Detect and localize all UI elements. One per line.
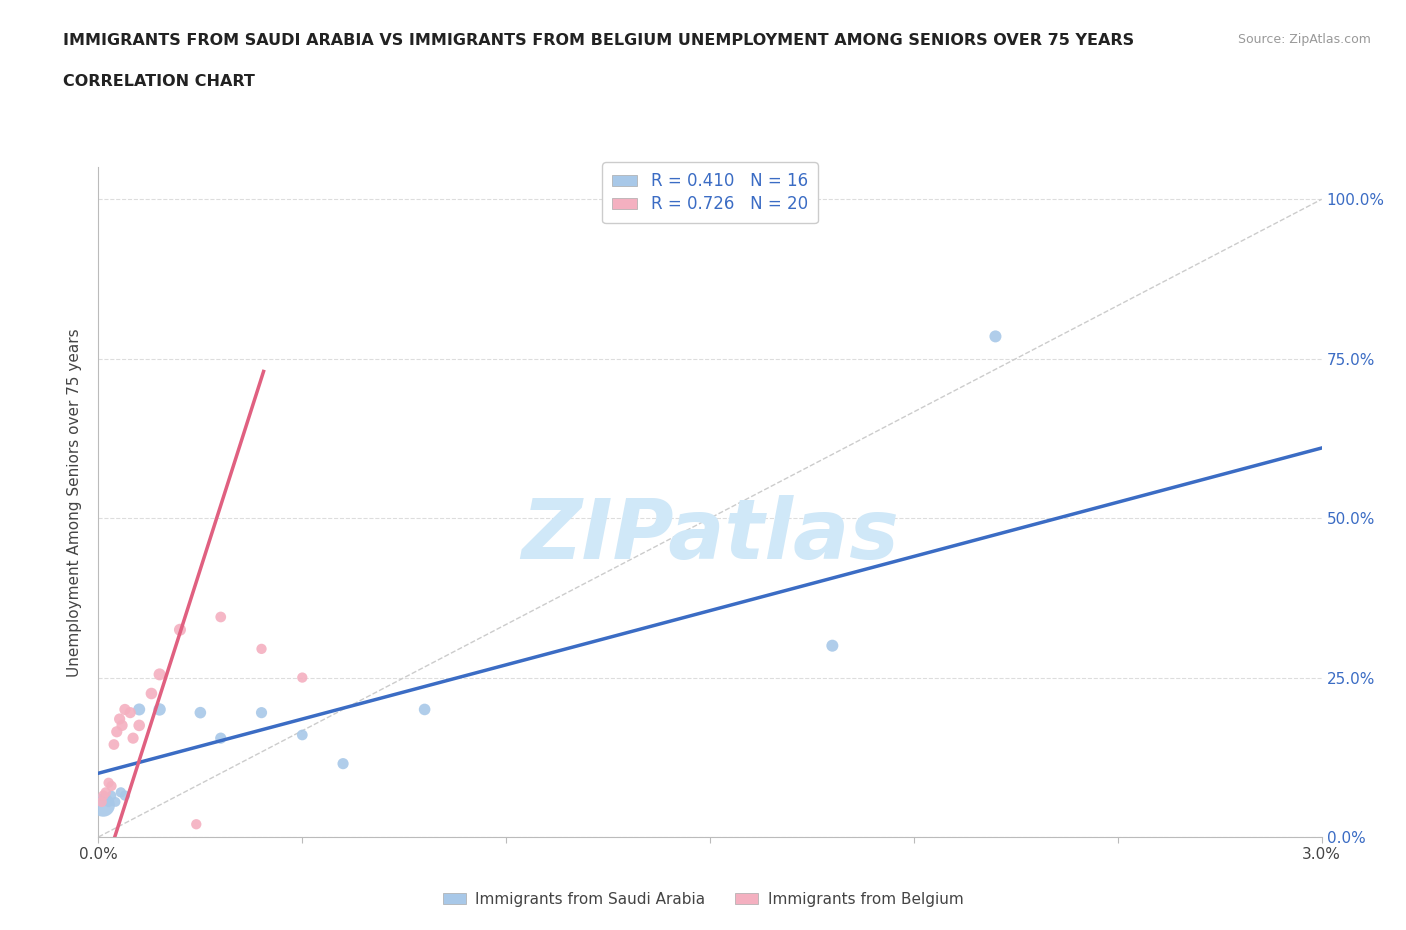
Text: Source: ZipAtlas.com: Source: ZipAtlas.com (1237, 33, 1371, 46)
Point (128, 718, 150, 733)
Legend: Immigrants from Saudi Arabia, Immigrants from Belgium: Immigrants from Saudi Arabia, Immigrants… (437, 886, 969, 913)
Point (94, 791, 117, 806)
Text: CORRELATION CHART: CORRELATION CHART (63, 74, 254, 89)
Point (97, 794, 120, 809)
Point (97, 776, 120, 790)
Point (186, 817, 208, 831)
Point (149, 702, 172, 717)
Point (114, 702, 136, 717)
Point (103, 737, 125, 752)
Point (105, 724, 128, 739)
Point (209, 731, 232, 746)
Point (100, 788, 122, 803)
Point (108, 711, 131, 726)
Y-axis label: Unemployment Among Seniors over 75 years: Unemployment Among Seniors over 75 years (67, 328, 83, 676)
Point (91, 798, 114, 813)
Point (984, 329, 1007, 344)
Point (332, 756, 354, 771)
Text: ZIPatlas: ZIPatlas (522, 495, 898, 577)
Point (250, 642, 273, 657)
Point (110, 785, 132, 800)
Text: IMMIGRANTS FROM SAUDI ARABIA VS IMMIGRANTS FROM BELGIUM UNEMPLOYMENT AMONG SENIO: IMMIGRANTS FROM SAUDI ARABIA VS IMMIGRAN… (63, 33, 1135, 47)
Point (413, 702, 436, 717)
Point (250, 705, 273, 720)
Point (91, 788, 114, 803)
Point (111, 718, 134, 733)
Point (291, 671, 314, 685)
Point (149, 667, 172, 682)
Point (169, 622, 191, 637)
Point (821, 638, 844, 653)
Point (90, 794, 112, 809)
Point (114, 788, 136, 803)
Point (94, 785, 117, 800)
Point (120, 705, 142, 720)
Point (141, 686, 163, 701)
Point (188, 705, 212, 720)
Point (122, 731, 145, 746)
Point (291, 727, 314, 742)
Point (209, 609, 232, 624)
Legend: R = 0.410   N = 16, R = 0.726   N = 20: R = 0.410 N = 16, R = 0.726 N = 20 (602, 163, 818, 223)
Point (128, 702, 150, 717)
Point (104, 794, 127, 809)
Point (100, 778, 122, 793)
